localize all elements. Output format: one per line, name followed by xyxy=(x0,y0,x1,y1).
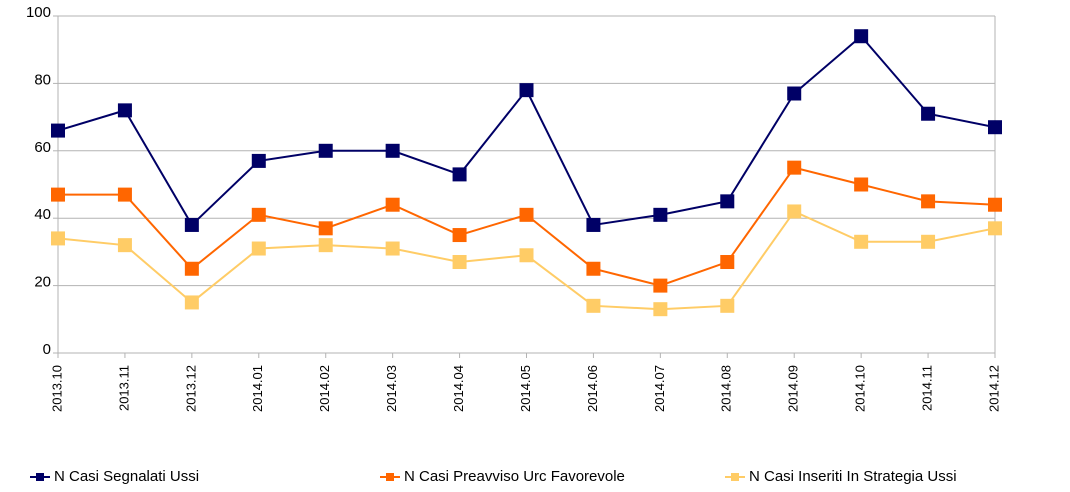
point xyxy=(385,241,400,256)
point xyxy=(318,143,333,158)
x-tick-label: 2013.10 xyxy=(49,365,64,412)
x-tick-label: 2014.04 xyxy=(451,365,466,412)
point xyxy=(854,177,869,192)
y-tick-label: 80 xyxy=(34,71,51,88)
legend-label: N Casi Segnalati Ussi xyxy=(54,468,199,485)
point xyxy=(117,187,132,202)
point xyxy=(854,234,869,249)
legend-marker xyxy=(731,473,739,481)
point xyxy=(988,221,1002,236)
x-tick-label: 2013.11 xyxy=(116,365,131,411)
point xyxy=(184,261,199,276)
point xyxy=(385,197,400,212)
point xyxy=(519,248,534,263)
legend-marker xyxy=(386,473,394,481)
x-tick-label: 2014.06 xyxy=(585,365,600,412)
point xyxy=(921,194,936,209)
point xyxy=(184,217,199,232)
x-tick-label: 2014.05 xyxy=(518,365,533,412)
point xyxy=(586,298,601,313)
point xyxy=(586,217,601,232)
x-tick-label: 2014.03 xyxy=(384,365,399,412)
point xyxy=(251,153,266,168)
point xyxy=(787,160,802,175)
series-line xyxy=(57,34,996,227)
y-tick-label: 20 xyxy=(34,274,51,291)
point xyxy=(653,207,668,222)
point xyxy=(452,228,467,243)
point xyxy=(988,197,1002,212)
y-tick-label: 40 xyxy=(34,206,51,223)
point xyxy=(117,238,132,253)
point xyxy=(720,255,735,270)
x-tick-label: 2014.12 xyxy=(986,365,1001,412)
x-tick-label: 2014.08 xyxy=(719,365,734,412)
point xyxy=(988,120,1002,135)
point xyxy=(787,204,802,219)
point xyxy=(854,29,869,44)
point xyxy=(452,167,467,182)
point xyxy=(921,234,936,249)
legend-label: N Casi Inseriti In Strategia Ussi xyxy=(749,468,957,485)
point xyxy=(452,255,467,270)
point xyxy=(519,207,534,222)
point xyxy=(318,238,333,253)
x-tick-label: 2014.09 xyxy=(786,365,801,412)
point xyxy=(318,221,333,236)
point xyxy=(251,241,266,256)
point xyxy=(921,106,936,121)
x-tick-label: 2014.10 xyxy=(853,365,868,412)
point xyxy=(251,207,266,222)
point xyxy=(586,261,601,276)
point xyxy=(385,143,400,158)
legend-label: N Casi Preavviso Urc Favorevole xyxy=(404,468,625,485)
y-tick-label: 60 xyxy=(34,139,51,156)
point xyxy=(117,103,132,118)
legend-marker xyxy=(36,473,44,481)
point xyxy=(51,187,65,202)
x-tick-label: 2014.11 xyxy=(920,365,935,411)
y-tick-label: 0 xyxy=(43,341,51,358)
point xyxy=(720,298,735,313)
point xyxy=(51,231,65,246)
point xyxy=(720,194,735,209)
point xyxy=(653,302,668,317)
y-tick-label: 100 xyxy=(26,4,51,21)
x-tick-label: 2014.01 xyxy=(250,365,265,412)
point xyxy=(184,295,199,310)
point xyxy=(519,83,534,98)
x-tick-label: 2013.12 xyxy=(183,365,198,412)
point xyxy=(51,123,65,138)
point xyxy=(787,86,802,101)
x-tick-label: 2014.07 xyxy=(652,365,667,412)
x-tick-label: 2014.02 xyxy=(317,365,332,412)
point xyxy=(653,278,668,293)
